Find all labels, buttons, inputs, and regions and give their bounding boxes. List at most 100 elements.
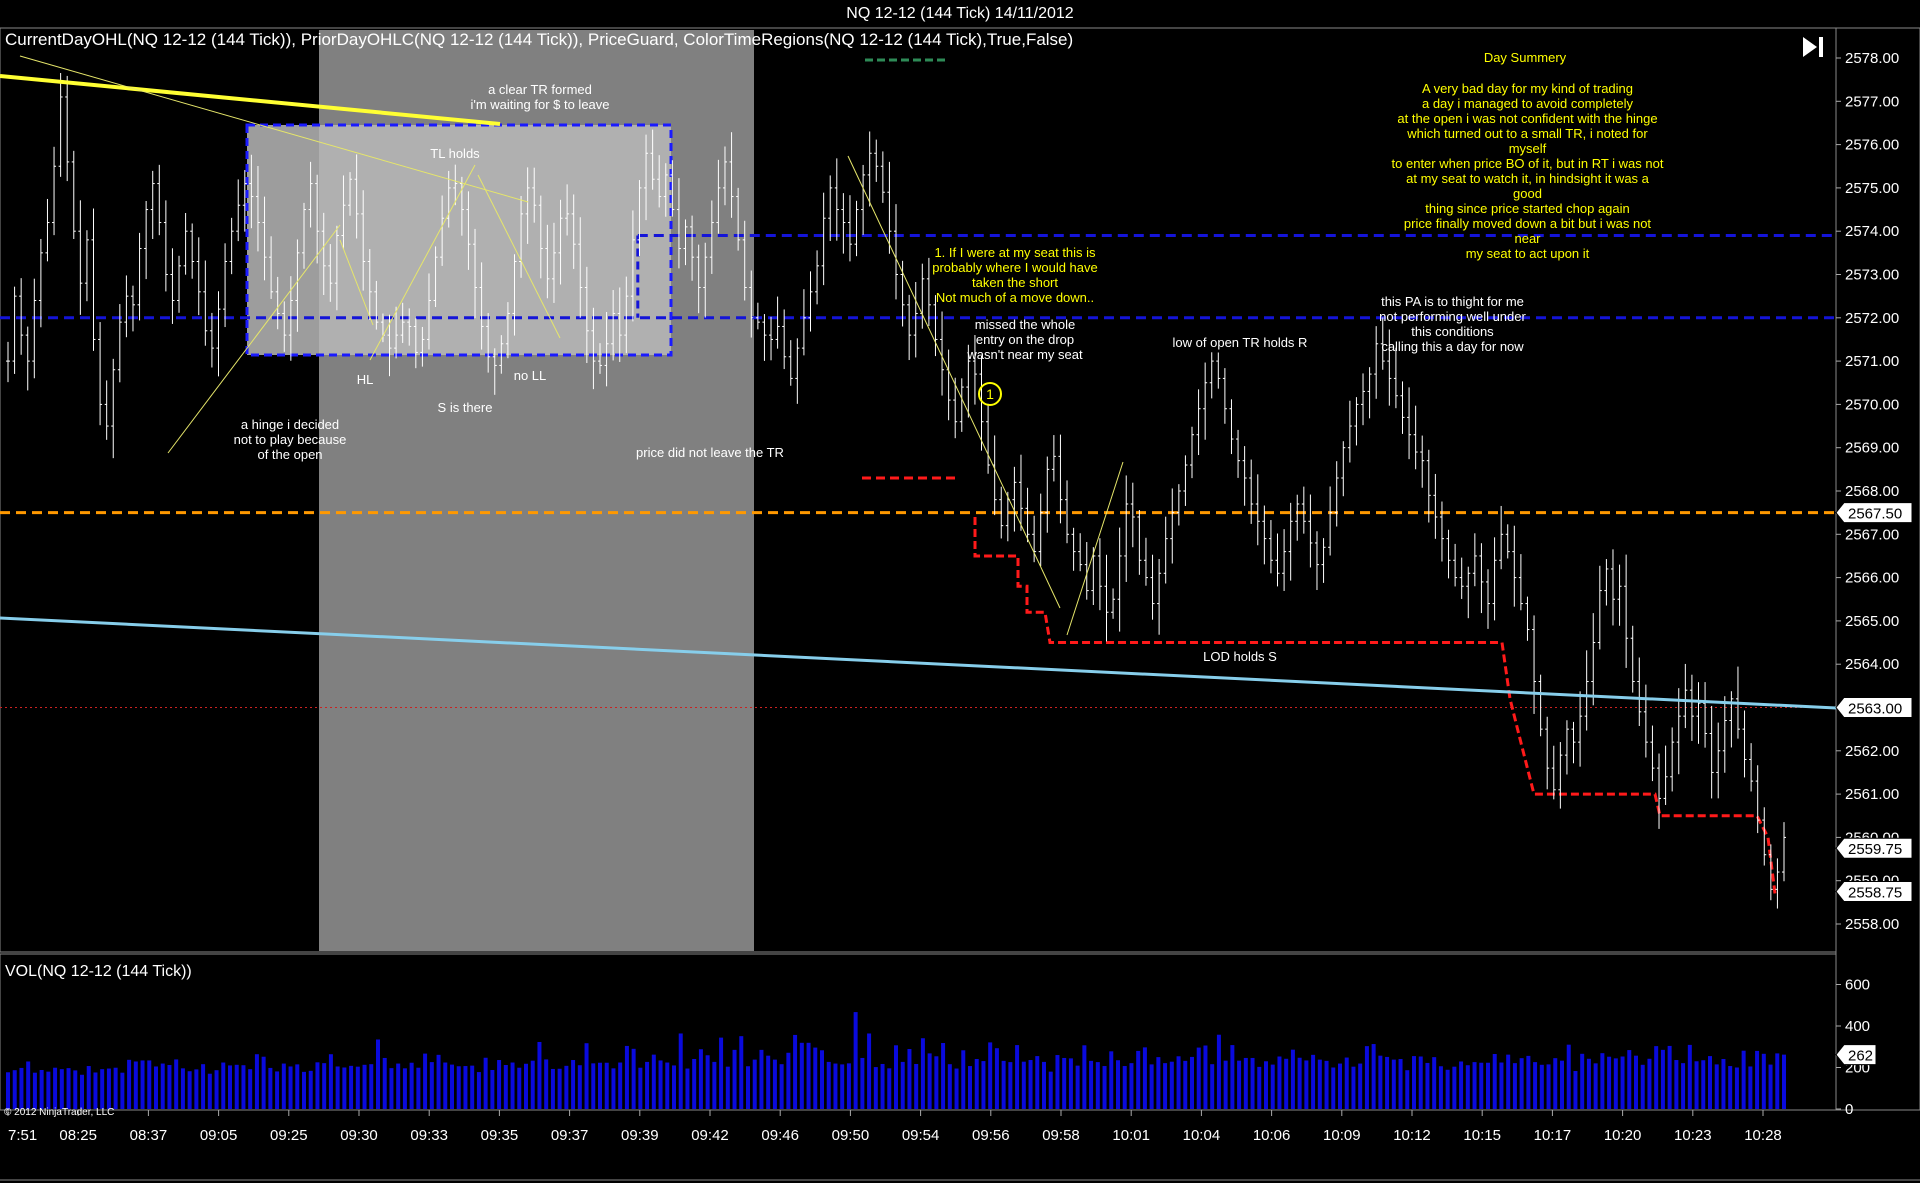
volume-bar [1015,1045,1020,1109]
volume-bar [1176,1056,1181,1109]
volume-bar [1687,1044,1692,1109]
volume-bar [1761,1053,1766,1109]
time-axis-label: 10:06 [1253,1127,1291,1144]
volume-bar [658,1060,663,1109]
volume-bar [147,1060,152,1109]
volume-bar [1223,1060,1228,1109]
volume-bar [1560,1060,1564,1109]
volume-bar [779,1064,784,1109]
volume-bar [1257,1066,1262,1109]
volume-bar [698,1049,703,1109]
volume-bar [968,1066,972,1109]
annotation-low-open-tr: low of open TR holds R [1172,335,1308,350]
trendline-yellow-thin [19,55,529,203]
volume-bar [362,1064,367,1109]
volume-bar [860,1057,865,1109]
volume-bar [894,1045,898,1109]
volume-bar [1613,1058,1618,1109]
volume-bar [524,1063,528,1109]
volume-axis-label: 400 [1845,1018,1870,1035]
time-axis-label: 09:35 [481,1127,519,1144]
volume-bar [1378,1055,1383,1109]
annotation-pa-tight: this PA is to thight for me not performi… [1379,294,1526,354]
volume-bar [631,1048,636,1109]
time-axis-label: 10:01 [1112,1127,1150,1144]
volume-panel-label: VOL(NQ 12-12 (144 Tick)) [5,963,192,980]
volume-bar [1203,1045,1208,1109]
volume-bar [934,1056,939,1109]
annotation-tl-holds: TL holds [430,146,480,161]
time-axis-label: 09:30 [340,1127,378,1144]
time-axis-label: 10:17 [1534,1127,1572,1144]
volume-bar [12,1070,17,1109]
current-day-low-line [973,516,1777,894]
volume-bar [483,1057,488,1109]
trendline-light-blue [0,616,1837,710]
volume-bar [685,1068,690,1109]
volume-bar [611,1068,616,1109]
volume-bar [463,1066,468,1109]
volume-marker-label: 262 [1848,1048,1873,1065]
time-axis-label: 09:46 [761,1127,799,1144]
time-axis-label: 08:25 [59,1127,97,1144]
time-axis-label: 09:58 [1042,1127,1080,1144]
volume-bar [1270,1064,1275,1109]
volume-bar [221,1062,226,1109]
volume-bar [759,1049,764,1109]
volume-bar [59,1069,64,1109]
volume-bar [429,1062,434,1109]
volume-bar [127,1059,132,1109]
volume-bar [80,1074,84,1109]
volume-bar [1620,1056,1625,1109]
price-marker-badge [1835,502,1913,524]
volume-bar [618,1062,623,1109]
volume-bar [941,1043,946,1109]
time-axis-label: 09:54 [902,1127,940,1144]
annotation-no-ll: no LL [513,368,547,383]
volume-bar [234,1064,239,1109]
volume-bar [436,1054,441,1109]
volume-bar [342,1067,347,1109]
annotation-s-is-there: S is there [437,400,493,415]
volume-bar [1499,1062,1504,1109]
volume-bar [692,1058,697,1109]
volume-bar [1149,1064,1154,1109]
volume-bar [39,1069,44,1109]
volume-bar [214,1070,219,1109]
volume-bar [1775,1053,1780,1109]
volume-bar [1546,1064,1551,1109]
volume-bar [1169,1061,1174,1109]
volume-bar [1290,1049,1295,1109]
time-axis-label: 09:50 [832,1127,870,1144]
volume-bar [456,1066,461,1109]
volume-bar [1136,1050,1141,1109]
volume-bar [335,1066,340,1109]
volume-bar [1755,1050,1760,1109]
volume-bar [1418,1056,1423,1109]
time-axis-label: 7:51 [8,1127,37,1144]
skip-forward-icon[interactable] [1800,34,1826,60]
volume-bar [503,1065,508,1109]
volume-bar [1405,1070,1410,1109]
volume-bar [867,1033,872,1109]
volume-bar [180,1068,185,1109]
time-axis-label: 10:28 [1744,1127,1782,1144]
volume-bar [46,1071,51,1109]
volume-bar [268,1067,273,1109]
volume-bar [557,1068,562,1109]
volume-bar [382,1057,387,1109]
volume-bar [826,1061,831,1109]
volume-bar [1089,1060,1094,1109]
volume-axis-label: 600 [1845,977,1870,994]
volume-bar [1566,1044,1571,1109]
volume-bar [416,1067,421,1109]
volume-bar [873,1067,878,1109]
volume-bar [530,1060,535,1109]
volume-bar [302,1071,306,1109]
volume-bar [571,1060,576,1109]
volume-bar [470,1065,475,1109]
volume-bar [577,1065,582,1109]
volume-bar [1055,1055,1060,1109]
volume-bar [241,1065,246,1109]
